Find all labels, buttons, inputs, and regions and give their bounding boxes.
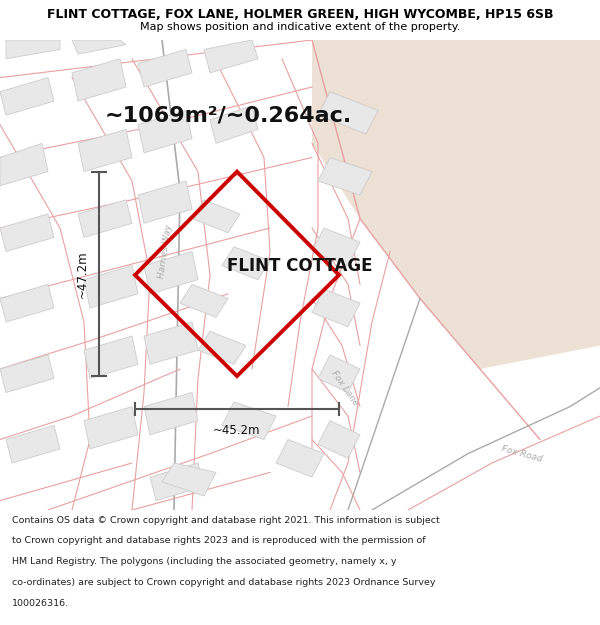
Text: FLINT COTTAGE, FOX LANE, HOLMER GREEN, HIGH WYCOMBE, HP15 6SB: FLINT COTTAGE, FOX LANE, HOLMER GREEN, H… <box>47 8 553 21</box>
Polygon shape <box>0 214 54 251</box>
Polygon shape <box>222 247 270 280</box>
Polygon shape <box>0 355 54 392</box>
Polygon shape <box>138 181 192 223</box>
Polygon shape <box>312 40 600 369</box>
Polygon shape <box>0 284 54 322</box>
Polygon shape <box>180 284 228 318</box>
Polygon shape <box>84 336 138 378</box>
Polygon shape <box>144 251 198 294</box>
Polygon shape <box>192 200 240 232</box>
Polygon shape <box>84 266 138 308</box>
Text: co-ordinates) are subject to Crown copyright and database rights 2023 Ordnance S: co-ordinates) are subject to Crown copyr… <box>12 578 436 587</box>
Polygon shape <box>6 40 60 59</box>
Polygon shape <box>318 421 360 458</box>
Polygon shape <box>84 407 138 449</box>
Polygon shape <box>72 59 126 101</box>
Text: 100026316.: 100026316. <box>12 599 69 608</box>
Polygon shape <box>144 322 198 364</box>
Polygon shape <box>0 78 54 115</box>
Polygon shape <box>144 392 198 435</box>
Polygon shape <box>318 92 378 134</box>
Polygon shape <box>78 200 132 238</box>
Polygon shape <box>6 426 60 463</box>
Polygon shape <box>138 111 192 152</box>
Polygon shape <box>0 143 48 186</box>
Text: ~1069m²/~0.264ac.: ~1069m²/~0.264ac. <box>104 105 352 125</box>
Polygon shape <box>222 402 276 439</box>
Polygon shape <box>276 439 324 477</box>
Polygon shape <box>162 463 216 496</box>
Polygon shape <box>150 463 204 501</box>
Text: Contains OS data © Crown copyright and database right 2021. This information is : Contains OS data © Crown copyright and d… <box>12 516 440 525</box>
Text: Harries Way: Harries Way <box>157 224 173 279</box>
Polygon shape <box>138 49 192 87</box>
Polygon shape <box>204 40 258 73</box>
Text: ~45.2m: ~45.2m <box>213 424 261 437</box>
Text: HM Land Registry. The polygons (including the associated geometry, namely x, y: HM Land Registry. The polygons (includin… <box>12 557 397 566</box>
Polygon shape <box>210 106 258 143</box>
Text: to Crown copyright and database rights 2023 and is reproduced with the permissio: to Crown copyright and database rights 2… <box>12 536 425 546</box>
Polygon shape <box>312 228 360 266</box>
Polygon shape <box>72 40 126 54</box>
Text: Map shows position and indicative extent of the property.: Map shows position and indicative extent… <box>140 22 460 32</box>
Text: ~47.2m: ~47.2m <box>76 250 89 298</box>
Polygon shape <box>78 129 132 172</box>
Text: Fox Road: Fox Road <box>500 444 544 463</box>
Polygon shape <box>312 289 360 327</box>
Polygon shape <box>198 331 246 364</box>
Polygon shape <box>318 355 360 392</box>
Text: FLINT COTTAGE: FLINT COTTAGE <box>227 257 373 274</box>
Text: Fox Lane: Fox Lane <box>329 369 361 407</box>
Polygon shape <box>318 158 372 195</box>
